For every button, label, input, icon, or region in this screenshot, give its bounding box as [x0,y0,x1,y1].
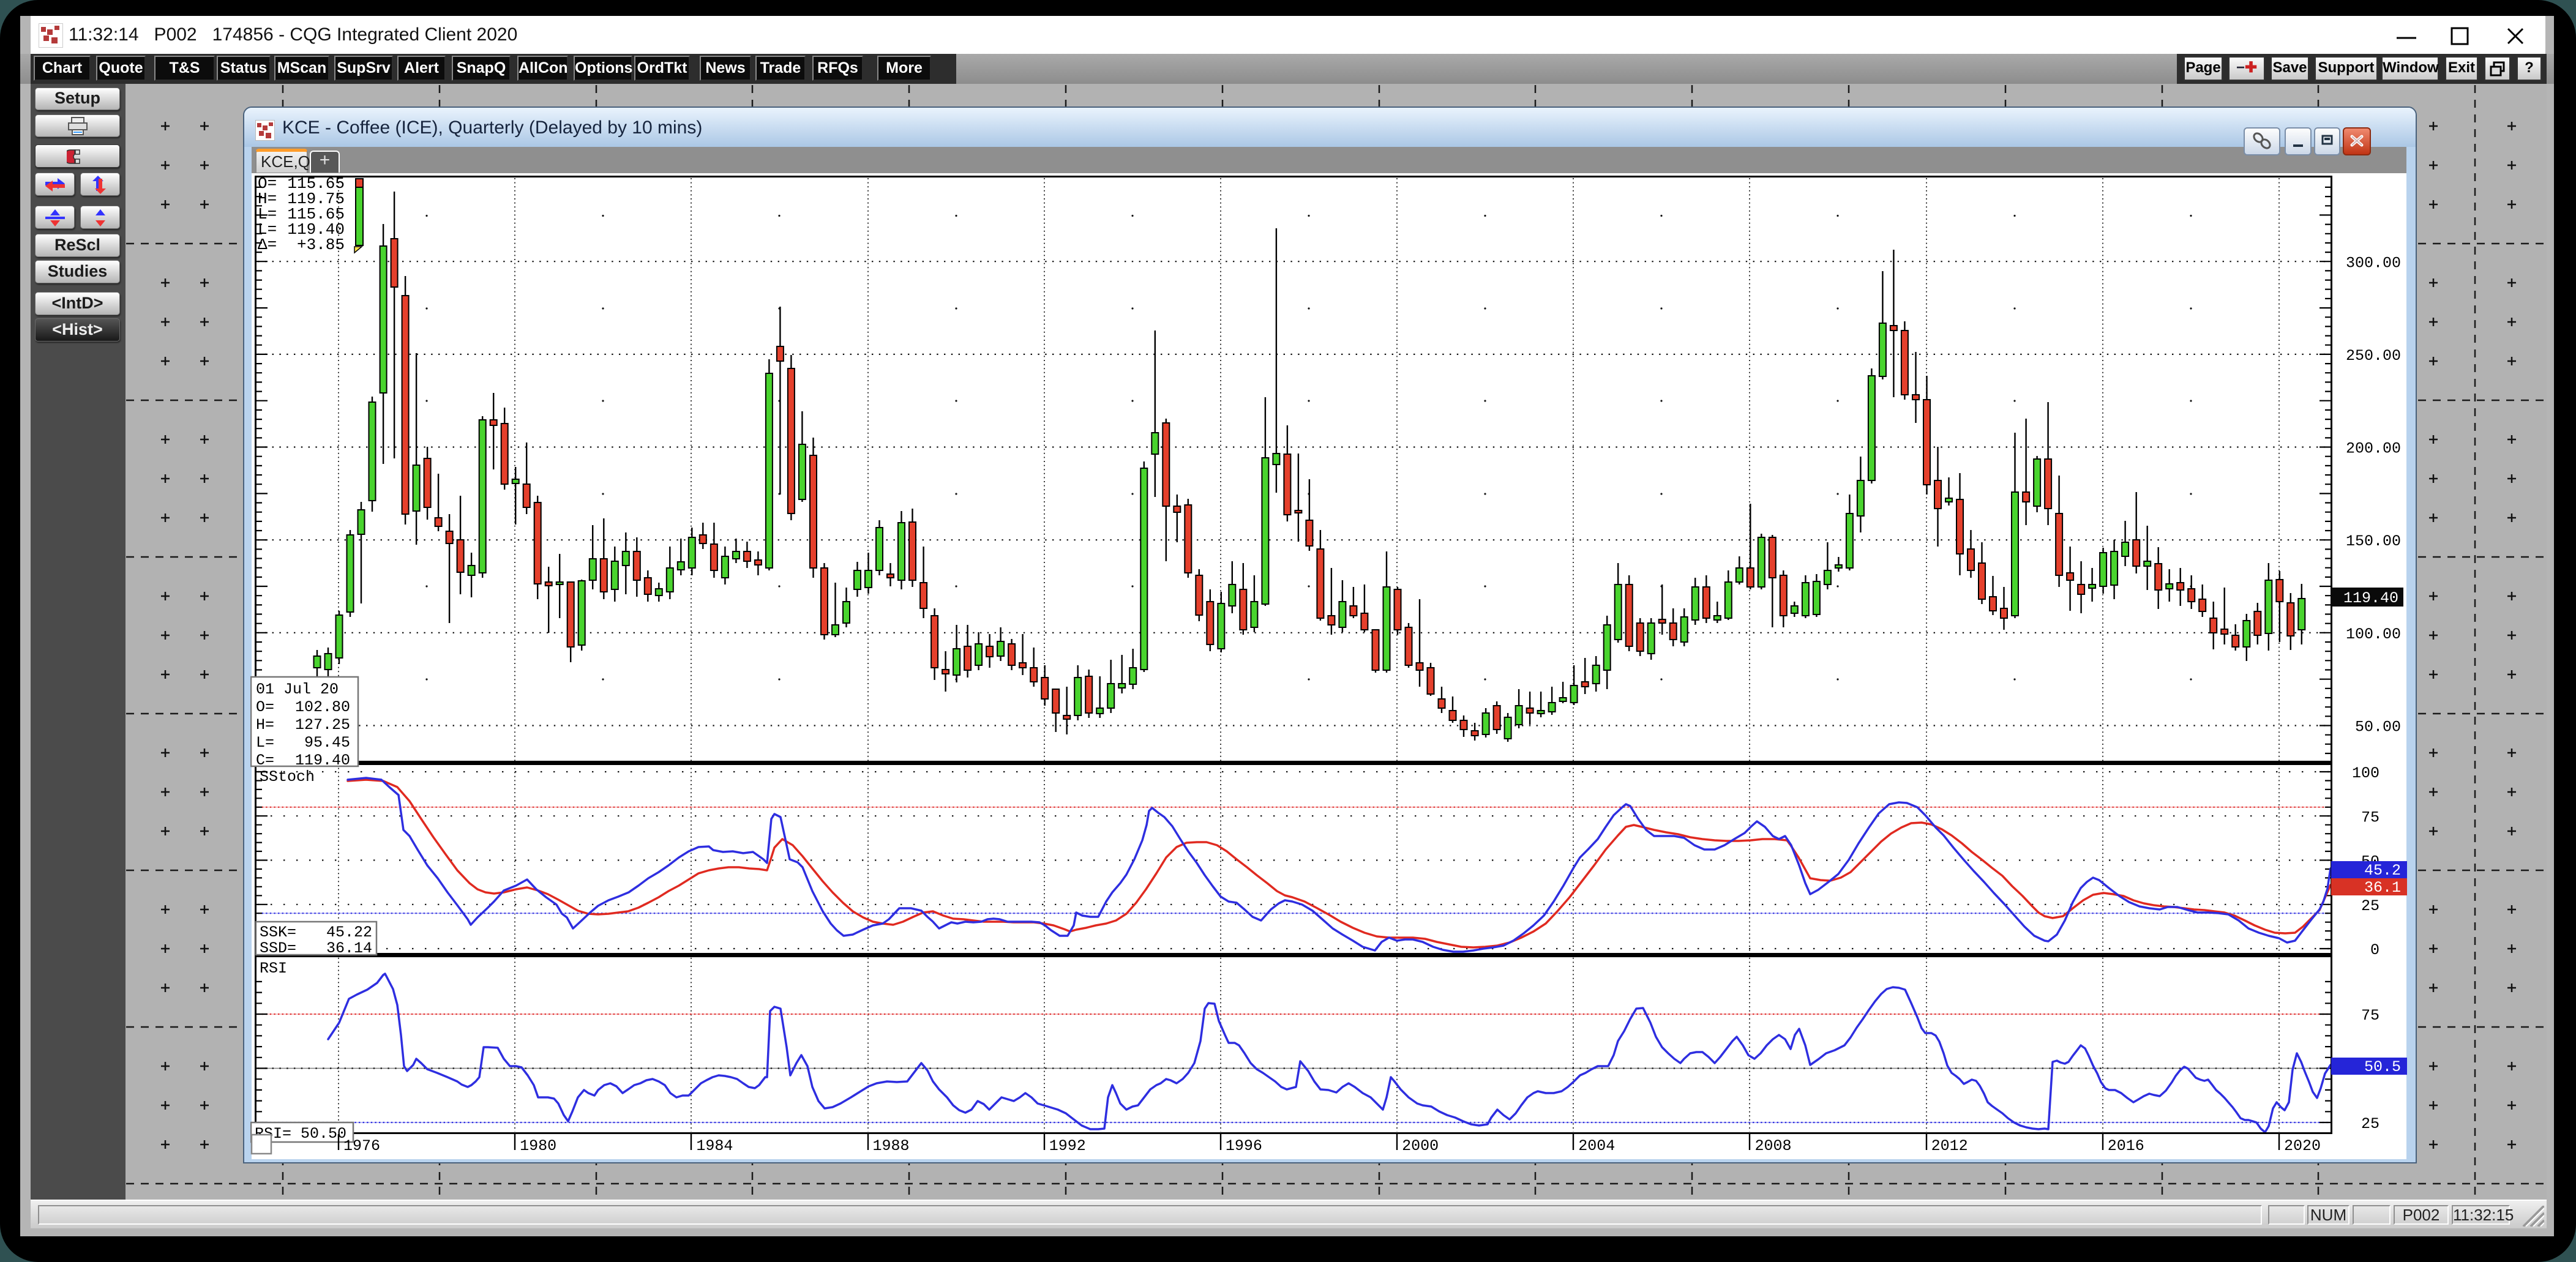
svg-text:2008: 2008 [1754,1137,1791,1155]
svg-text:25: 25 [2361,897,2379,915]
svg-text:102.80: 102.80 [295,698,350,716]
svg-text:1980: 1980 [520,1137,556,1155]
svg-text:25: 25 [2361,1115,2379,1133]
svg-text:2004: 2004 [1578,1137,1615,1155]
svg-text:50.50: 50.50 [301,1125,346,1143]
svg-text:45.2: 45.2 [2364,862,2401,879]
svg-text:1984: 1984 [696,1137,733,1155]
svg-text:RSI: RSI [260,960,287,977]
svg-text:115.65: 115.65 [287,174,345,193]
svg-text:01 Jul 20: 01 Jul 20 [256,681,339,698]
svg-text:119.75: 119.75 [287,190,345,208]
svg-text:L=: L= [258,205,277,223]
svg-text:2020: 2020 [2284,1137,2321,1155]
svg-text:100: 100 [2352,764,2379,782]
svg-text:95.45: 95.45 [304,734,350,752]
svg-text:SStoch: SStoch [260,768,315,786]
svg-text:50.00: 50.00 [2355,719,2401,736]
svg-text:250.00: 250.00 [2346,347,2401,365]
svg-text:L=: L= [258,220,277,239]
svg-text:O=: O= [258,174,277,193]
svg-text:L=: L= [256,734,274,752]
svg-text:0: 0 [2370,941,2379,959]
svg-text:2012: 2012 [1931,1137,1968,1155]
svg-text:+3.85: +3.85 [297,236,345,254]
svg-text:100.00: 100.00 [2346,625,2401,643]
svg-text:2000: 2000 [1402,1137,1439,1155]
svg-text:SSK=: SSK= [260,924,296,941]
svg-text:300.00: 300.00 [2346,254,2401,272]
svg-text:O=: O= [256,698,274,716]
svg-text:1976: 1976 [343,1137,380,1155]
svg-text:H=: H= [258,190,277,208]
svg-text:115.65: 115.65 [287,205,345,223]
svg-text:200.00: 200.00 [2346,440,2401,458]
svg-text:2016: 2016 [2108,1137,2144,1155]
svg-text:150.00: 150.00 [2346,532,2401,550]
svg-text:119.40: 119.40 [287,220,345,239]
svg-text:127.25: 127.25 [295,716,350,734]
svg-text:36.1: 36.1 [2364,879,2401,897]
svg-text:119.40: 119.40 [295,752,350,769]
svg-text:H=: H= [256,716,274,734]
svg-text:75: 75 [2361,1007,2379,1025]
svg-text:Δ=: Δ= [258,236,277,254]
svg-text:1988: 1988 [873,1137,910,1155]
svg-text:SSD=: SSD= [260,939,296,957]
svg-text:36.14: 36.14 [326,939,372,957]
svg-text:45.22: 45.22 [326,924,372,941]
svg-text:119.40: 119.40 [2343,589,2398,607]
svg-text:1992: 1992 [1049,1137,1086,1155]
svg-text:C=: C= [256,752,274,769]
svg-text:75: 75 [2361,808,2379,826]
svg-text:1996: 1996 [1226,1137,1262,1155]
svg-text:50.5: 50.5 [2364,1058,2401,1076]
